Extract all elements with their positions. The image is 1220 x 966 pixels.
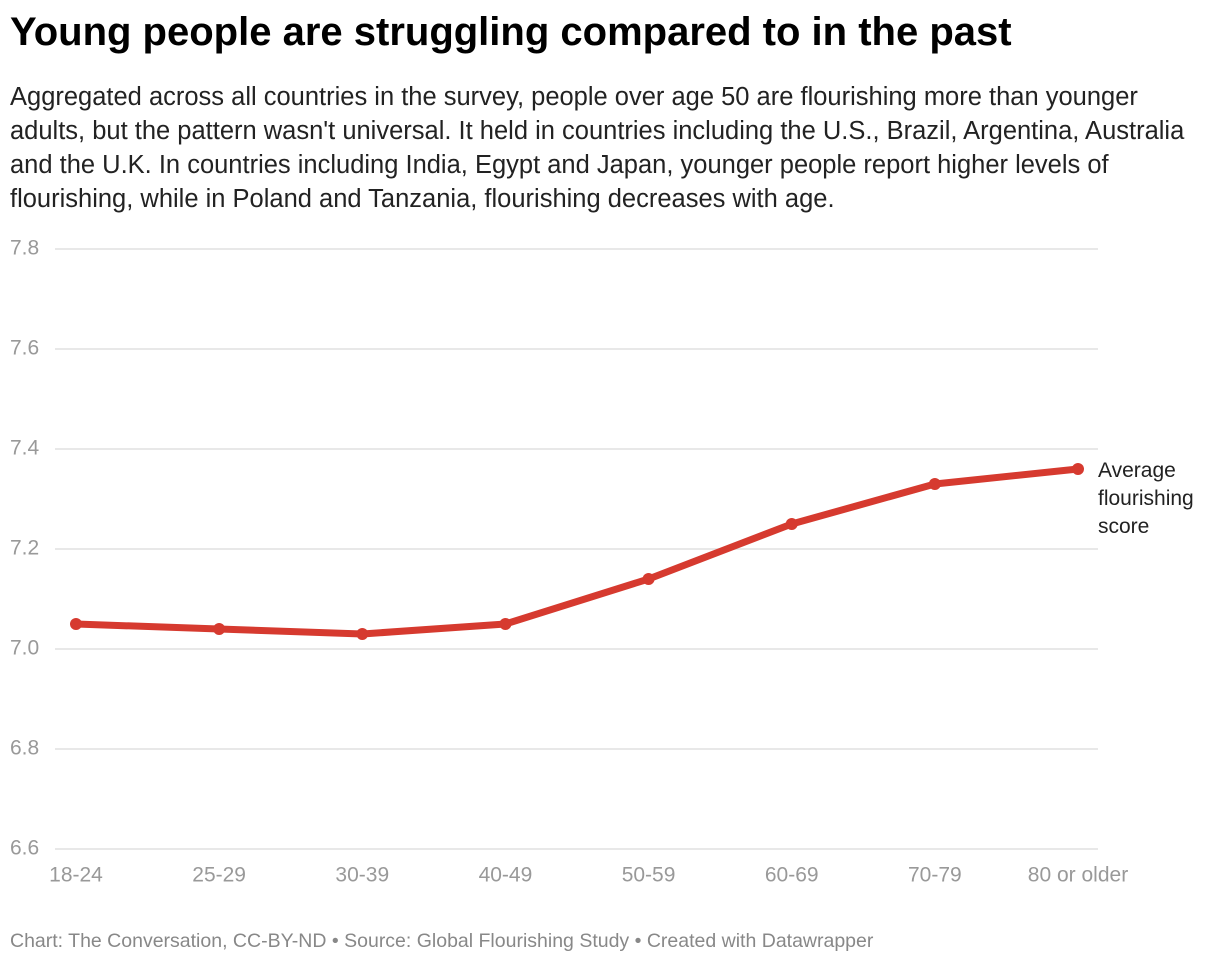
line xyxy=(72,465,1082,638)
y-tick-label: 7.6 xyxy=(10,337,39,360)
x-tick-label: 70-79 xyxy=(908,864,962,887)
x-tick-label: 50-59 xyxy=(622,864,676,887)
y-tick-label: 6.8 xyxy=(10,737,39,760)
point xyxy=(642,573,655,585)
x-tick-label: 25-29 xyxy=(192,864,246,887)
chart-title: Young people are struggling compared to … xyxy=(10,10,1012,54)
point xyxy=(499,618,512,630)
x-tick-label: 60-69 xyxy=(765,864,819,887)
y-tick-label: 7.2 xyxy=(10,537,39,560)
x-tick-label: 40-49 xyxy=(479,864,533,887)
point xyxy=(785,518,798,530)
point xyxy=(356,628,369,640)
y-tick-label: 7.4 xyxy=(10,437,40,460)
x-tick-label: 80 or older xyxy=(1028,864,1128,887)
x-tick-label: 30-39 xyxy=(335,864,389,887)
point xyxy=(70,618,82,630)
point xyxy=(213,623,226,635)
chart-subtitle: Aggregated across all countries in the s… xyxy=(10,83,1185,213)
series-label: Average flourishing score xyxy=(1098,459,1194,538)
point xyxy=(928,478,941,490)
x-tick-label: 18-24 xyxy=(49,864,103,887)
point xyxy=(1072,463,1084,475)
y-tick-label: 6.6 xyxy=(10,837,39,860)
y-tick-label: 7.0 xyxy=(10,637,39,660)
chart-footer: Chart: The Conversation, CC-BY-ND • Sour… xyxy=(10,930,874,952)
y-tick-label: 7.8 xyxy=(10,237,39,260)
